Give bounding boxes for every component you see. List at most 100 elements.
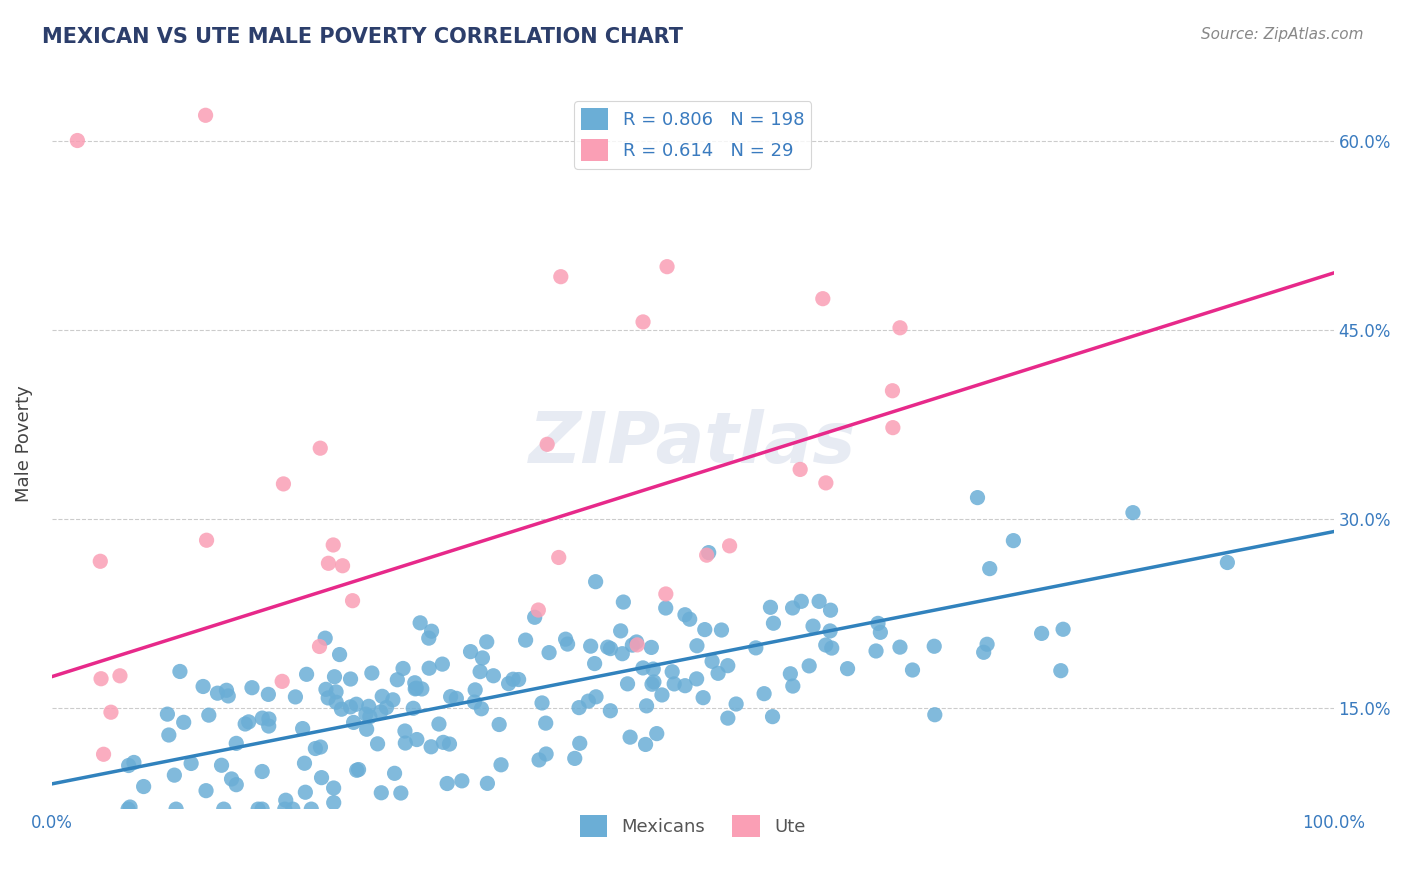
Mexicans <box>973 645 995 659</box>
Mexicans <box>621 638 644 652</box>
Mexicans <box>468 665 491 679</box>
Mexicans <box>865 644 887 658</box>
Mexicans <box>477 776 499 790</box>
Ute <box>655 587 678 601</box>
Mexicans <box>370 786 392 800</box>
Mexicans <box>381 693 404 707</box>
Mexicans <box>673 679 696 693</box>
Mexicans <box>394 724 416 739</box>
Mexicans <box>418 661 440 675</box>
Mexicans <box>432 735 454 749</box>
Mexicans <box>583 657 606 671</box>
Mexicans <box>238 714 260 729</box>
Mexicans <box>250 802 273 816</box>
Ute <box>309 441 332 455</box>
Mexicans <box>344 697 367 711</box>
Mexicans <box>325 695 347 709</box>
Mexicans <box>211 758 233 772</box>
Mexicans <box>294 756 316 771</box>
Mexicans <box>640 640 662 655</box>
Mexicans <box>240 681 263 695</box>
Mexicans <box>612 595 634 609</box>
Mexicans <box>482 669 505 683</box>
Mexicans <box>651 688 673 702</box>
Mexicans <box>117 802 139 816</box>
Ute <box>66 134 89 148</box>
Ute <box>626 638 648 652</box>
Mexicans <box>322 796 344 810</box>
Mexicans <box>866 616 889 631</box>
Mexicans <box>612 647 634 661</box>
Ute <box>631 315 654 329</box>
Mexicans <box>274 802 297 816</box>
Mexicans <box>498 676 520 690</box>
Mexicans <box>207 686 229 700</box>
Mexicans <box>217 689 239 703</box>
Mexicans <box>225 778 247 792</box>
Mexicans <box>924 707 946 722</box>
Mexicans <box>531 696 554 710</box>
Mexicans <box>1216 556 1239 570</box>
Mexicans <box>643 662 665 676</box>
Mexicans <box>118 800 141 814</box>
Mexicans <box>538 646 561 660</box>
Mexicans <box>163 768 186 782</box>
Mexicans <box>762 616 785 631</box>
Mexicans <box>281 802 304 816</box>
Mexicans <box>299 802 322 816</box>
Mexicans <box>502 672 524 686</box>
Mexicans <box>820 603 842 617</box>
Mexicans <box>371 690 394 704</box>
Mexicans <box>889 640 911 654</box>
Mexicans <box>596 640 619 655</box>
Mexicans <box>311 771 333 785</box>
Y-axis label: Male Poverty: Male Poverty <box>15 385 32 501</box>
Mexicans <box>252 711 274 725</box>
Mexicans <box>1049 664 1071 678</box>
Mexicans <box>356 723 378 737</box>
Mexicans <box>576 694 599 708</box>
Ute <box>536 437 558 451</box>
Mexicans <box>979 561 1001 575</box>
Ute <box>93 747 115 762</box>
Mexicans <box>389 786 412 800</box>
Mexicans <box>392 661 415 675</box>
Mexicans <box>316 690 339 705</box>
Mexicans <box>122 756 145 770</box>
Mexicans <box>808 594 831 608</box>
Mexicans <box>212 802 235 816</box>
Mexicans <box>471 651 494 665</box>
Mexicans <box>564 751 586 765</box>
Mexicans <box>322 780 344 795</box>
Mexicans <box>367 737 389 751</box>
Mexicans <box>309 739 332 754</box>
Mexicans <box>420 624 443 639</box>
Mexicans <box>814 638 837 652</box>
Mexicans <box>195 783 218 797</box>
Ute <box>108 669 131 683</box>
Mexicans <box>247 802 270 816</box>
Mexicans <box>745 640 768 655</box>
Ute <box>195 533 218 548</box>
Mexicans <box>922 640 945 654</box>
Mexicans <box>370 705 392 719</box>
Mexicans <box>664 677 686 691</box>
Text: ZIPatlas: ZIPatlas <box>529 409 856 478</box>
Mexicans <box>257 719 280 733</box>
Ute <box>332 558 354 573</box>
Mexicans <box>799 659 821 673</box>
Mexicans <box>117 758 139 772</box>
Ute <box>655 260 678 274</box>
Mexicans <box>221 772 243 786</box>
Mexicans <box>387 673 409 687</box>
Mexicans <box>439 690 461 704</box>
Mexicans <box>818 624 841 638</box>
Mexicans <box>360 666 382 681</box>
Mexicans <box>439 737 461 751</box>
Mexicans <box>869 625 891 640</box>
Mexicans <box>405 732 427 747</box>
Ute <box>814 475 837 490</box>
Mexicans <box>323 670 346 684</box>
Mexicans <box>250 764 273 779</box>
Mexicans <box>752 687 775 701</box>
